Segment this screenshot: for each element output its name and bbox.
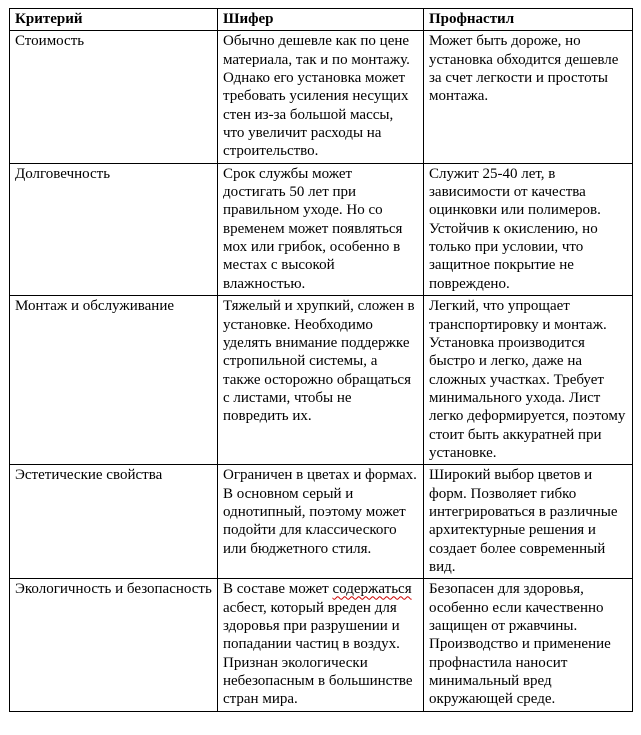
cell-text-segment: В составе может [223, 581, 333, 598]
table-row-aesthetics: Эстетические свойства Ограничен в цветах… [9, 464, 633, 580]
cell-text-segment: асбест, который вреден для здоровья при … [223, 599, 413, 708]
header-row: Критерий Шифер Профнастил [9, 7, 633, 32]
column-header-profnastil: Профнастил [423, 7, 633, 32]
table-row-durability: Долговечность Срок службы может достигат… [9, 162, 633, 297]
cell-criterion: Долговечность [9, 162, 218, 297]
table-row-installation: Монтаж и обслуживание Тяжелый и хрупкий,… [9, 295, 633, 466]
cell-shifer: Ограничен в цветах и формах. В основном … [217, 464, 424, 580]
cell-profnastil: Легкий, что упрощает транспортировку и м… [423, 295, 633, 466]
cell-profnastil: Служит 25-40 лет, в зависимости от качес… [423, 162, 633, 297]
table-row-ecology: Экологичность и безопасность В составе м… [9, 578, 633, 712]
cell-profnastil: Может быть дороже, но установка обходитс… [423, 30, 633, 164]
cell-shifer: Обычно дешевле как по цене материала, та… [217, 30, 424, 164]
cell-shifer: Тяжелый и хрупкий, сложен в установке. Н… [217, 295, 424, 466]
cell-shifer: В составе может содержаться асбест, кото… [217, 578, 424, 712]
cell-shifer: Срок службы может достигать 50 лет при п… [217, 162, 424, 297]
cell-criterion: Экологичность и безопасность [9, 578, 218, 712]
misspelled-word: содержаться [332, 581, 412, 598]
cell-criterion: Монтаж и обслуживание [9, 295, 218, 466]
column-header-shifer: Шифер [217, 7, 424, 32]
column-header-criterion: Критерий [9, 7, 218, 32]
table-row-cost: Стоимость Обычно дешевле как по цене мат… [9, 30, 633, 164]
roofing-comparison-table: Критерий Шифер Профнастил Стоимость Обыч… [9, 7, 633, 712]
cell-profnastil: Широкий выбор цветов и форм. Позволяет г… [423, 464, 633, 580]
cell-criterion: Стоимость [9, 30, 218, 164]
cell-profnastil: Безопасен для здоровья, особенно если ка… [423, 578, 633, 712]
cell-criterion: Эстетические свойства [9, 464, 218, 580]
